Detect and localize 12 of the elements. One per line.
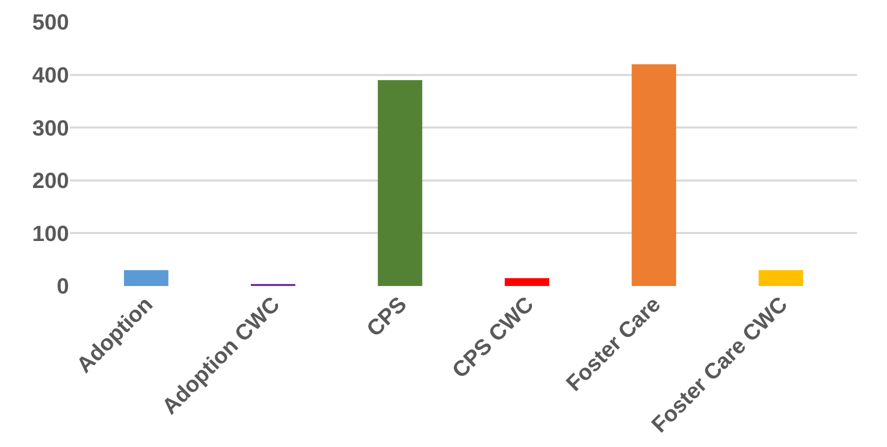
x-tick-label: CPS [362,292,412,342]
bar [378,80,422,286]
bar [504,278,550,286]
bar [632,64,676,286]
bar [124,270,168,286]
y-tick-label: 500 [32,10,69,35]
y-tick-label: 200 [32,168,69,194]
y-tick-label: 0 [56,274,69,299]
y-tick-label: 100 [32,220,69,246]
y-tick-label: 300 [32,115,69,140]
y-tick-label: 400 [32,62,69,88]
bar [758,270,804,286]
